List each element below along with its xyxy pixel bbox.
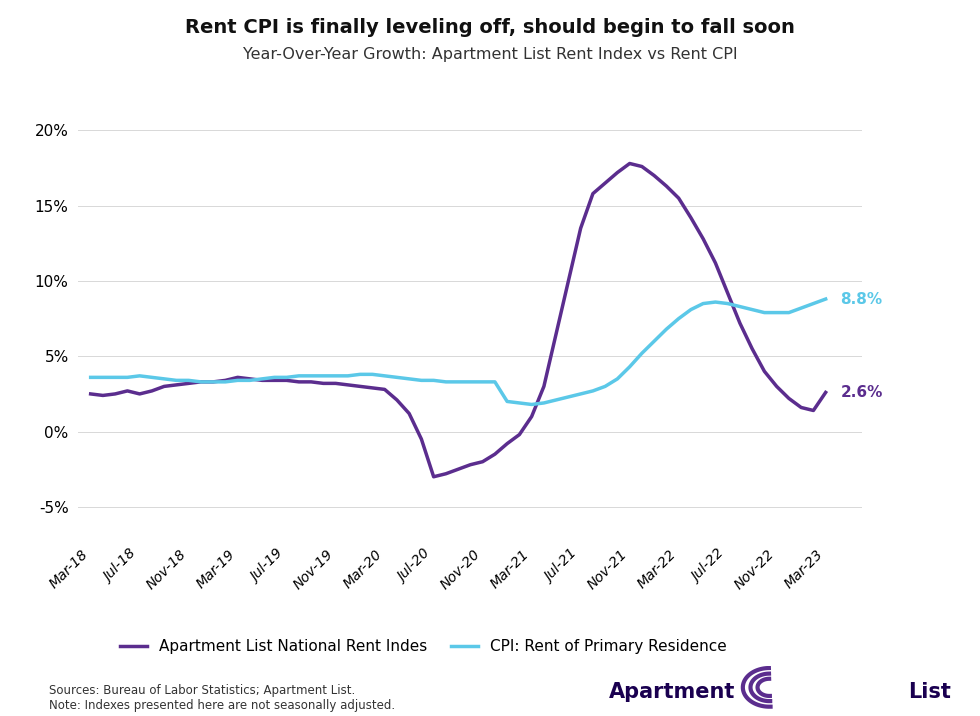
Text: 8.8%: 8.8% (841, 291, 882, 306)
Text: Apartment: Apartment (609, 682, 735, 702)
Text: List: List (907, 682, 951, 702)
Text: Rent CPI is finally leveling off, should begin to fall soon: Rent CPI is finally leveling off, should… (185, 18, 795, 37)
Text: Year-Over-Year Growth: Apartment List Rent Index vs Rent CPI: Year-Over-Year Growth: Apartment List Re… (243, 47, 737, 62)
Legend: Apartment List National Rent Indes, CPI: Rent of Primary Residence: Apartment List National Rent Indes, CPI:… (114, 633, 733, 660)
Text: 2.6%: 2.6% (841, 385, 883, 400)
Text: Sources: Bureau of Labor Statistics; Apartment List.
Note: Indexes presented her: Sources: Bureau of Labor Statistics; Apa… (49, 684, 395, 712)
